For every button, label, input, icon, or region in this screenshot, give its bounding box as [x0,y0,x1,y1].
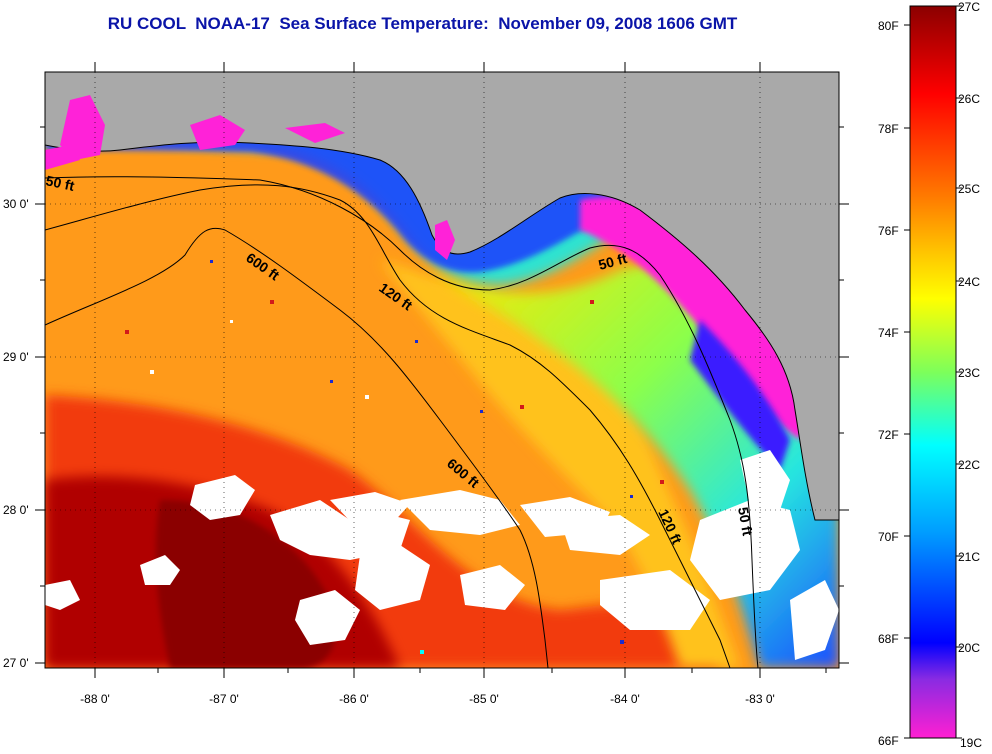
lon-label-85: -85 0' [469,692,499,706]
pixel-noise [125,260,664,654]
lon-label-86: -86 0' [339,692,369,706]
page-title: RU COOL NOAA-17 Sea Surface Temperature:… [107,14,738,33]
lon-label-84: -84 0' [610,692,640,706]
f-label-76: 76F [878,224,899,238]
lon-label-88: -88 0' [80,692,110,706]
color-scale: 80F 78F 76F 74F 72F 70F 68F 66F 27C 26C … [878,0,982,750]
lat-label-28: 28 0' [3,503,29,517]
c-label-21: 21C [958,550,980,564]
f-label-74: 74F [878,326,899,340]
lon-label-83: -83 0' [745,692,775,706]
celsius-labels: 27C 26C 25C 24C 23C 22C 21C 20C 19C [958,0,982,750]
axis-ticks [35,62,849,678]
c-label-25: 25C [958,182,980,196]
fahrenheit-labels: 80F 78F 76F 74F 72F 70F 68F 66F [878,19,899,748]
f-label-70: 70F [878,530,899,544]
contour-label-50ft-bigbend: 50 ft [597,250,629,273]
f-label-80: 80F [878,19,899,33]
color-scale-bar [909,5,957,739]
contour-label-50ft-west: 50 ft [44,172,76,194]
f-label-66: 66F [878,734,899,748]
c-label-22: 22C [958,458,980,472]
depth-contours [45,176,759,668]
lat-label-29: 29 0' [3,350,29,364]
c-label-27: 27C [958,0,980,14]
c-label-20: 20C [958,641,980,655]
f-label-72: 72F [878,428,899,442]
lat-label-30: 30 0' [3,197,29,211]
color-scale-ticks [904,5,962,739]
cloud-mask [45,450,839,660]
c-label-19: 19C [960,736,982,750]
map-frame [44,71,840,669]
c-label-26: 26C [958,92,980,106]
lon-label-87: -87 0' [209,692,239,706]
c-label-24: 24C [958,275,980,289]
f-label-78: 78F [878,122,899,136]
contour-label-50ft-south: 50 ft [735,506,756,537]
c-label-23: 23C [958,366,980,380]
sst-raster [45,72,839,668]
f-label-68: 68F [878,632,899,646]
lat-label-27: 27 0' [3,656,29,670]
